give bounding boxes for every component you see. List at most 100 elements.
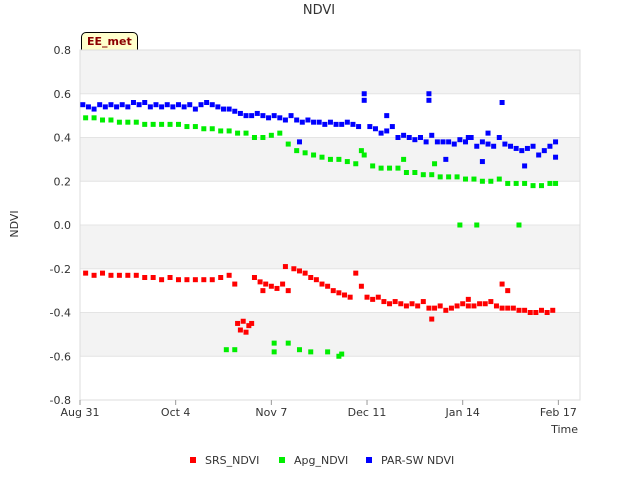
x-axis-ticks: Aug 31 Oct 4 Nov 7 Dec 11 Jan 14 Feb 17 <box>61 400 577 419</box>
grid-band <box>80 50 580 94</box>
point-SRS_NDVI <box>150 275 156 280</box>
point-Apg_NDVI <box>311 152 317 158</box>
point-SRS_NDVI <box>454 303 460 309</box>
point-SRS_NDVI <box>249 320 255 326</box>
point-SRS_NDVI <box>522 307 528 313</box>
point-Apg_NDVI <box>437 174 443 180</box>
point-PAR-SW NDVI <box>204 100 210 105</box>
point-Apg_NDVI <box>125 119 131 125</box>
point-SRS_NDVI <box>184 277 190 283</box>
point-SRS_NDVI <box>342 292 348 298</box>
point-PAR-SW NDVI <box>457 137 463 143</box>
data-points <box>80 91 559 359</box>
point-PAR-SW NDVI <box>502 141 508 147</box>
point-SRS_NDVI <box>251 275 257 280</box>
point-PAR-SW NDVI <box>372 126 378 132</box>
point-PAR-SW NDVI <box>80 102 86 108</box>
point-SRS_NDVI <box>347 294 353 300</box>
point-PAR-SW NDVI <box>499 100 505 105</box>
point-SRS_NDVI <box>392 299 398 305</box>
point-PAR-SW NDVI <box>344 119 350 125</box>
point-PAR-SW NDVI <box>485 130 491 136</box>
point-Apg_NDVI <box>308 349 314 355</box>
point-Apg_NDVI <box>547 180 553 186</box>
chart-title: NDVI <box>303 3 335 18</box>
point-PAR-SW NDVI <box>333 121 339 127</box>
point-PAR-SW NDVI <box>136 102 142 108</box>
point-PAR-SW NDVI <box>277 115 283 121</box>
legend-swatch <box>279 457 285 463</box>
point-SRS_NDVI <box>302 270 308 276</box>
point-PAR-SW NDVI <box>479 139 485 145</box>
point-Apg_NDVI <box>513 180 519 186</box>
point-PAR-SW NDVI <box>547 143 553 149</box>
point-Apg_NDVI <box>167 121 173 127</box>
point-PAR-SW NDVI <box>361 91 367 97</box>
point-SRS_NDVI <box>465 296 471 302</box>
point-PAR-SW NDVI <box>296 139 302 145</box>
point-PAR-SW NDVI <box>530 143 536 149</box>
point-SRS_NDVI <box>282 264 288 270</box>
point-Apg_NDVI <box>496 176 502 182</box>
point-SRS_NDVI <box>527 310 533 315</box>
point-SRS_NDVI <box>280 281 286 287</box>
point-PAR-SW NDVI <box>412 137 418 143</box>
point-SRS_NDVI <box>240 318 246 324</box>
point-Apg_NDVI <box>370 163 376 169</box>
legend-label: Apg_NDVI <box>294 454 348 467</box>
point-Apg_NDVI <box>91 115 97 121</box>
point-PAR-SW NDVI <box>553 154 559 160</box>
point-Apg_NDVI <box>271 349 277 355</box>
point-SRS_NDVI <box>409 301 415 307</box>
point-Apg_NDVI <box>100 117 106 123</box>
point-PAR-SW NDVI <box>226 106 232 112</box>
point-PAR-SW NDVI <box>401 132 407 138</box>
point-PAR-SW NDVI <box>417 135 423 140</box>
point-Apg_NDVI <box>358 148 364 154</box>
point-SRS_NDVI <box>167 275 173 280</box>
point-Apg_NDVI <box>243 130 249 136</box>
point-PAR-SW NDVI <box>406 135 412 140</box>
y-axis-label: NDVI <box>8 210 21 237</box>
point-PAR-SW NDVI <box>443 156 449 162</box>
point-SRS_NDVI <box>285 288 291 294</box>
point-Apg_NDVI <box>209 126 215 132</box>
point-SRS_NDVI <box>550 307 556 313</box>
point-PAR-SW NDVI <box>175 102 181 108</box>
point-Apg_NDVI <box>319 154 325 160</box>
point-Apg_NDVI <box>412 170 418 175</box>
series-SRS_NDVI <box>83 264 556 335</box>
point-Apg_NDVI <box>302 150 308 156</box>
point-SRS_NDVI <box>274 285 280 291</box>
point-SRS_NDVI <box>125 272 131 278</box>
point-Apg_NDVI <box>327 156 333 162</box>
point-Apg_NDVI <box>344 159 350 165</box>
point-SRS_NDVI <box>291 266 297 272</box>
y-tick-label: 0.0 <box>54 219 72 232</box>
point-SRS_NDVI <box>488 299 494 305</box>
point-PAR-SW NDVI <box>322 121 328 127</box>
point-PAR-SW NDVI <box>429 132 435 138</box>
point-Apg_NDVI <box>159 121 165 127</box>
point-Apg_NDVI <box>516 222 522 228</box>
point-SRS_NDVI <box>226 272 232 278</box>
x-axis-label: Time <box>550 423 578 436</box>
x-tick-label: Jan 14 <box>444 406 479 419</box>
point-SRS_NDVI <box>505 288 511 294</box>
point-Apg_NDVI <box>285 141 291 147</box>
point-Apg_NDVI <box>83 115 89 121</box>
point-Apg_NDVI <box>454 174 460 180</box>
point-Apg_NDVI <box>150 121 156 127</box>
point-PAR-SW NDVI <box>361 97 367 103</box>
point-SRS_NDVI <box>364 294 370 300</box>
x-tick-label: Aug 31 <box>61 406 100 419</box>
point-SRS_NDVI <box>319 281 325 287</box>
point-Apg_NDVI <box>116 119 122 125</box>
point-SRS_NDVI <box>510 305 516 311</box>
point-PAR-SW NDVI <box>395 135 401 140</box>
point-PAR-SW NDVI <box>187 102 193 108</box>
x-tick-label: Feb 17 <box>540 406 577 419</box>
point-PAR-SW NDVI <box>288 113 294 119</box>
y-tick-label: -0.2 <box>50 263 71 276</box>
point-SRS_NDVI <box>260 288 266 294</box>
